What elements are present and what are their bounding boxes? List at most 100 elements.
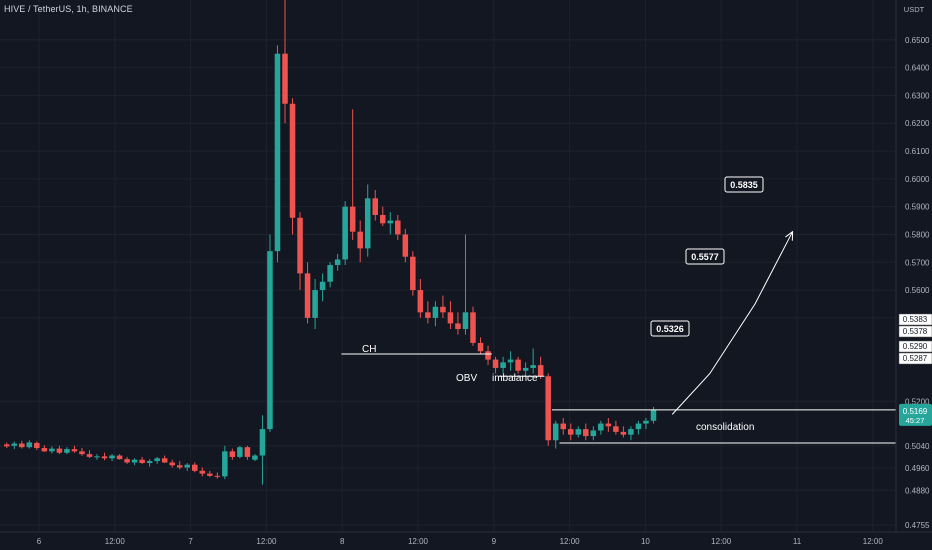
time-axis-bg [0, 532, 932, 550]
candle-body [86, 454, 93, 457]
candle-series [4, 0, 657, 485]
candle-body [49, 448, 55, 452]
candle-body [417, 290, 424, 313]
candle-body [26, 442, 33, 448]
candle-body [319, 281, 326, 291]
level-price-value: 0.5383 [903, 315, 928, 324]
symbol-title[interactable]: HIVE / TetherUS, 1h, BINANCE [4, 4, 133, 14]
time-tick-label: 12:00 [560, 537, 581, 546]
candle-body [568, 429, 574, 435]
candle-body [455, 323, 461, 330]
candle-body [620, 431, 627, 435]
candle-body [387, 220, 394, 224]
target-label-3: 0.5835 [730, 180, 758, 190]
imbalance-label: imbalance [492, 373, 538, 384]
candle-body [485, 351, 491, 360]
candle-body [184, 464, 190, 468]
candle-body [154, 458, 160, 462]
candle-body [101, 456, 108, 459]
level-price-value: 0.5378 [903, 327, 928, 336]
current-price-value: 0.5169 [903, 407, 928, 416]
price-tick-label: 0.6400 [905, 64, 930, 73]
candle-body [432, 306, 439, 318]
candle-body [477, 342, 484, 352]
candle-body [116, 455, 123, 460]
candle-body [583, 429, 589, 437]
candle-body [229, 451, 236, 457]
candle-body [124, 459, 130, 463]
candle-body [41, 448, 48, 452]
time-tick-label: 9 [492, 537, 497, 546]
level-price-tag [898, 352, 932, 365]
candle-body [146, 461, 153, 464]
candle-body [139, 459, 145, 464]
level-price-tag [898, 325, 932, 338]
candle-body [380, 214, 386, 224]
candle-body [334, 259, 341, 266]
drawing-layer[interactable]: CH OBV imbalance consolidation 0.5326 0.5577 0… [341, 176, 906, 444]
price-tick-label: 0.4755 [905, 521, 930, 530]
price-axis-bg [896, 0, 932, 550]
time-tick-label: 12:00 [863, 537, 884, 546]
candle-body [71, 449, 78, 452]
candle-body [11, 443, 18, 446]
candle-body [395, 220, 401, 235]
candle-body [650, 409, 657, 421]
candle-body [349, 206, 356, 232]
candle-body [470, 312, 476, 343]
candle-body [492, 359, 499, 368]
time-tick-label: 7 [188, 537, 193, 546]
price-axis-unit: USDT [904, 5, 925, 14]
candle-body [192, 464, 198, 471]
candle-body [605, 423, 612, 427]
price-tick-label: 0.5200 [905, 397, 930, 406]
price-tick-label: 0.5040 [905, 442, 930, 451]
price-tick-label: 0.6000 [905, 175, 930, 184]
price-tick-label: 0.6100 [905, 147, 930, 156]
candle-body [410, 256, 416, 291]
level-price-tag [898, 313, 932, 326]
target-label-2-box [685, 248, 725, 265]
bar-countdown: 45:27 [906, 416, 925, 425]
candle-body [575, 429, 582, 435]
ch-label: CH [362, 344, 376, 355]
candle-body [94, 456, 100, 458]
price-tick-label: 0.6500 [905, 36, 930, 45]
projection-path[interactable] [671, 231, 794, 415]
price-tick-label: 0.5600 [905, 286, 930, 295]
obv-label: OBV [456, 373, 477, 384]
target-label-1-box [650, 320, 690, 337]
candle-body [635, 423, 642, 430]
candle-body [289, 103, 296, 218]
time-axis[interactable]: 6 12:00 7 12:00 8 12:00 9 12:00 10 12:00 11 12:00 [0, 531, 932, 550]
candle-body [214, 475, 221, 477]
candle-body [282, 53, 288, 104]
candle-body [613, 426, 619, 432]
candle-body [304, 273, 311, 318]
candle-body [199, 470, 206, 474]
time-tick-label: 12:00 [256, 537, 277, 546]
time-tick-label: 12:00 [408, 537, 429, 546]
candle-body [425, 312, 431, 318]
price-tick-label: 0.4880 [905, 486, 930, 495]
candle-body [274, 53, 281, 252]
candle-body [357, 231, 363, 249]
candle-body [19, 443, 25, 448]
candle-body [176, 465, 183, 468]
level-price-value: 0.5287 [903, 354, 928, 363]
price-axis[interactable]: USDT 0.6500 0.6400 0.6300 0.6200 0.6100 0.6000… [895, 0, 932, 550]
candle-body [552, 423, 559, 441]
candle-body [252, 455, 258, 460]
price-tick-label: 0.5900 [905, 203, 930, 212]
candle-body [402, 234, 409, 257]
price-tick-label: 0.6300 [905, 91, 930, 100]
candle-body [515, 359, 521, 371]
candle-body [207, 473, 213, 476]
candle-body [643, 420, 649, 424]
candle-body [530, 365, 536, 368]
candle-body [244, 447, 251, 457]
price-tick-label: 0.5800 [905, 230, 930, 239]
candle-body [79, 451, 85, 455]
